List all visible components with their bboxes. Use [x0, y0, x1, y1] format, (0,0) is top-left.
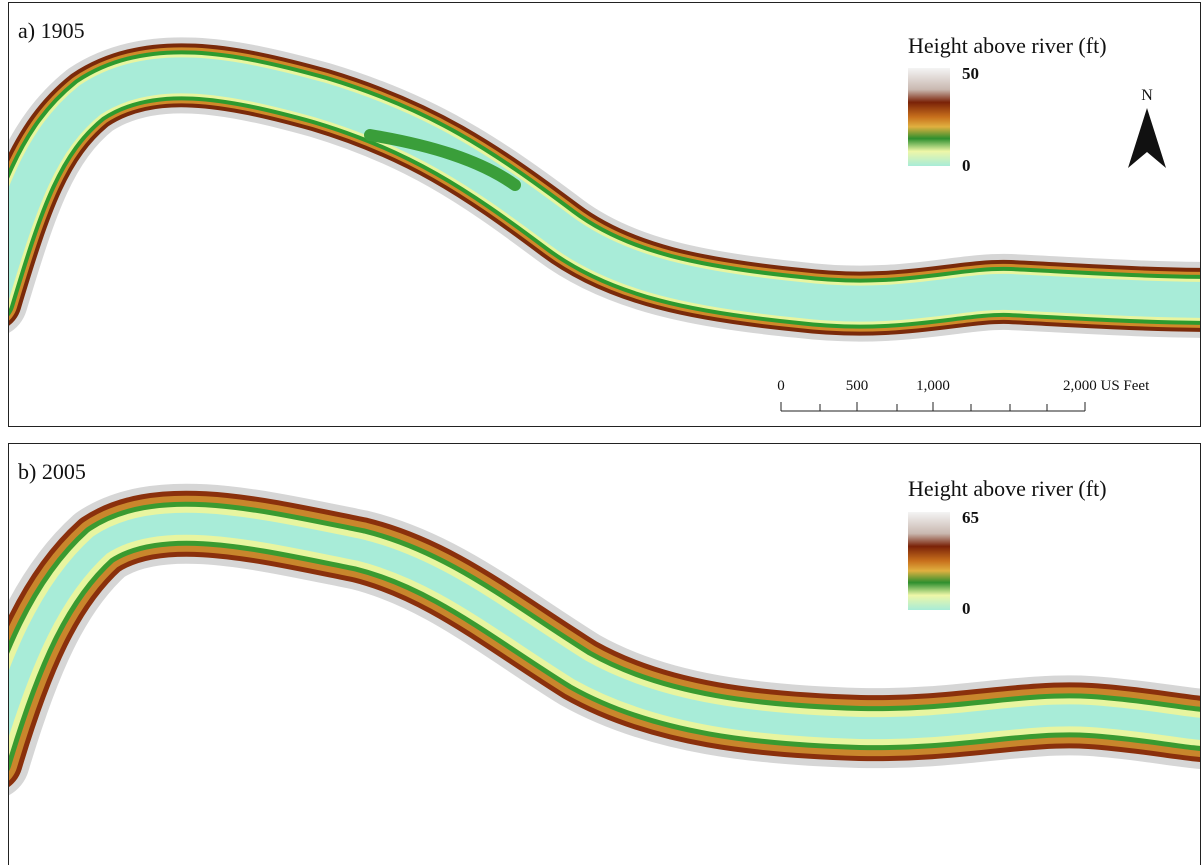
- north-label: N: [1141, 87, 1153, 104]
- scale-label: 500: [846, 378, 869, 394]
- legend-min: 0: [962, 156, 971, 175]
- legend-max: 65: [962, 508, 979, 527]
- legend-ramp: [908, 512, 950, 610]
- figure: a) 1905 Height above river (ft) 50 0 N b…: [0, 0, 1202, 865]
- legend-ramp: [908, 68, 950, 166]
- legend-title: Height above river (ft): [908, 33, 1107, 58]
- scale-label: 1,000: [916, 378, 950, 394]
- legend-title: Height above river (ft): [908, 476, 1107, 501]
- panel-label: b) 2005: [18, 459, 86, 484]
- legend-min: 0: [962, 599, 971, 618]
- scale-label: 2,000 US Feet: [1063, 378, 1150, 394]
- legend-max: 50: [962, 64, 979, 83]
- scale-label: 0: [777, 378, 785, 394]
- panel-label: a) 1905: [18, 18, 85, 43]
